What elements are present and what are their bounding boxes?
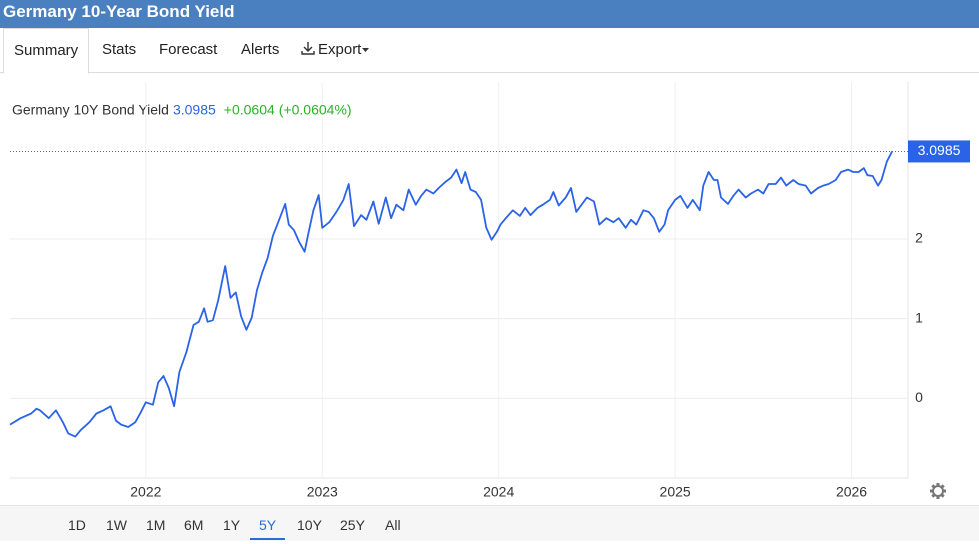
legend-name: Germany 10Y Bond Yield: [12, 102, 169, 118]
range-bar: 1D 1W 1M 6M 1Y 5Y 10Y 25Y All: [0, 505, 979, 541]
price-tag: [908, 140, 970, 163]
range-button[interactable]: All: [385, 517, 401, 533]
x-tick-label: 2026: [836, 484, 867, 500]
range-button[interactable]: 1W: [106, 517, 127, 533]
y-tick-label: 0: [915, 389, 923, 405]
range-button[interactable]: 1D: [68, 517, 86, 533]
legend-value: 3.0985: [173, 102, 216, 118]
x-tick-label: 2023: [307, 484, 338, 500]
tab[interactable]: Summary: [3, 28, 90, 74]
export-icon: [301, 42, 315, 55]
range-button[interactable]: 25Y: [340, 517, 365, 533]
tab[interactable]: Alerts: [241, 41, 280, 58]
legend-change: +0.0604: [224, 102, 275, 118]
page-title: Germany 10-Year Bond Yield: [3, 2, 235, 21]
tab[interactable]: Forecast: [159, 41, 218, 58]
range-button[interactable]: 5Y: [250, 506, 286, 540]
y-tick-label: 1: [915, 309, 923, 325]
range-button[interactable]: 6M: [184, 517, 204, 533]
series-line: [9, 150, 893, 438]
range-button[interactable]: 1M: [146, 517, 166, 533]
tab[interactable]: Export: [300, 28, 371, 73]
tab[interactable]: Stats: [102, 41, 137, 58]
x-tick-label: 2022: [130, 484, 161, 500]
y-tick-label: 2: [915, 230, 923, 246]
gear-ring: [932, 485, 944, 497]
settings-icon[interactable]: [930, 483, 946, 499]
title-bar: Germany 10-Year Bond Yield: [0, 0, 979, 28]
tab-label: Export: [318, 41, 362, 58]
range-button[interactable]: 10Y: [297, 517, 322, 533]
chart: Germany 10Y Bond Yield 2022 2023 2024 2025 2…: [9, 82, 970, 500]
range-button[interactable]: 1Y: [223, 517, 241, 533]
legend-change-pct: (+0.0604%): [279, 102, 352, 118]
price-tag-label: 3.0985: [918, 142, 961, 158]
x-tick-label: 2024: [483, 484, 514, 500]
tab-bar: Summary Stats Forecast Alerts Export: [0, 28, 979, 74]
caret: [362, 48, 370, 52]
x-tick-label: 2025: [660, 484, 691, 500]
